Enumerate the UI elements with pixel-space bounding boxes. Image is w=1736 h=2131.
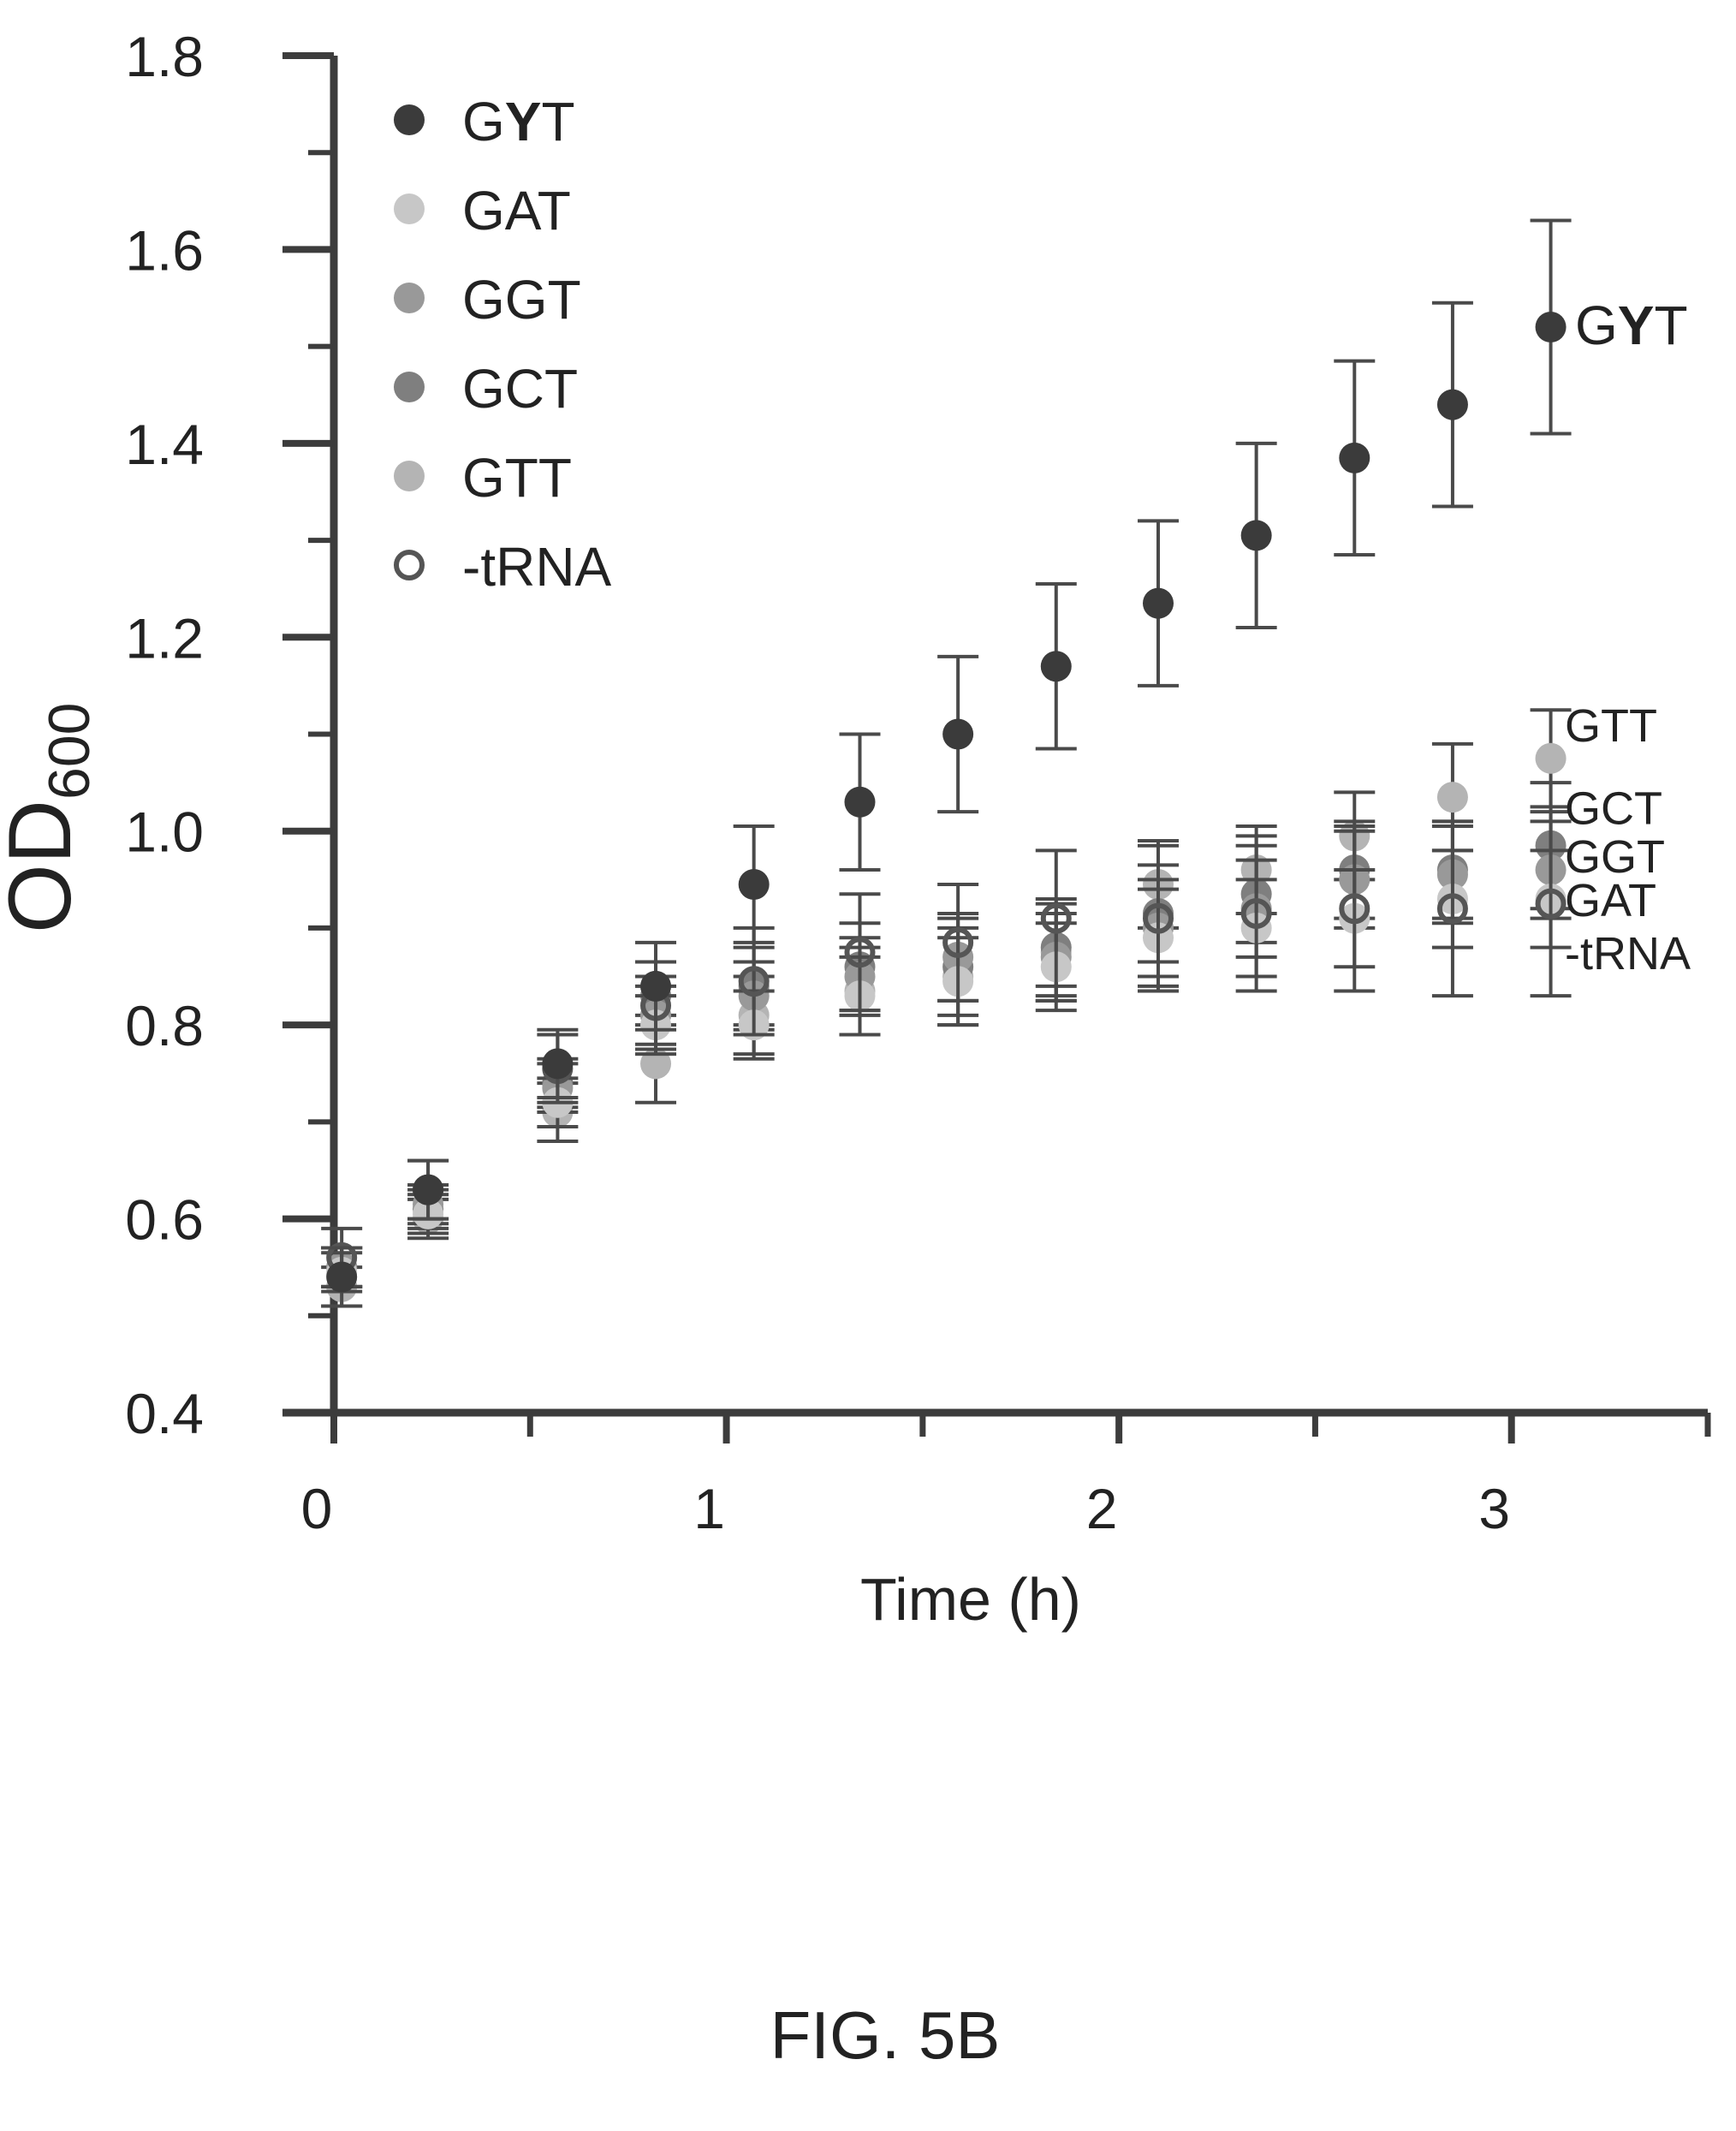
figure-caption: FIG. 5B [770, 1997, 1001, 2073]
end-label-ggt: GGT [1565, 831, 1665, 883]
legend-label: GAT [462, 180, 571, 241]
y-tick-label: 0.4 [125, 1382, 204, 1445]
x-axis: 0 1 2 3 [282, 1408, 1711, 1540]
y-axis-title-subscript: 600 [37, 703, 102, 800]
x-tick-label: 3 [1478, 1477, 1510, 1540]
legend-marker [394, 372, 425, 402]
end-label-gtt: GTT [1565, 700, 1657, 752]
data-point [1143, 902, 1174, 934]
end-label-gct-part: GCT [1565, 783, 1662, 834]
y-tick-label: 1.8 [125, 25, 204, 88]
end-label-trna-part: -tRNA [1565, 928, 1691, 979]
end-label-gyt: GYT [1575, 295, 1688, 356]
x-tick-label: 0 [301, 1477, 333, 1540]
legend-label-part: T [541, 91, 574, 152]
data-point [1339, 893, 1370, 925]
x-tick-label: 2 [1086, 1477, 1118, 1540]
end-label-gat: GAT [1565, 875, 1656, 926]
data-point [1040, 651, 1072, 682]
data-point [326, 1261, 358, 1293]
legend-label: GTT [462, 447, 572, 509]
data-point [640, 970, 672, 1002]
legend-label-bold-part: Y [505, 91, 542, 152]
data-point [1535, 888, 1567, 920]
data-point [942, 718, 974, 750]
data-point [1436, 782, 1468, 813]
legend-label-part: GTT [462, 447, 572, 509]
data-point [738, 868, 770, 900]
end-label-gyt-bold-part: Y [1618, 295, 1655, 356]
series-trna [321, 810, 1572, 1289]
x-tick-label: 1 [693, 1477, 725, 1540]
end-label-gyt-part: G [1575, 295, 1618, 356]
end-label-gtt-part: GTT [1565, 700, 1657, 752]
data-point [640, 1048, 672, 1080]
legend-marker [394, 104, 425, 135]
data-point [844, 786, 876, 818]
data-point [1040, 902, 1072, 934]
end-label-gyt-part: T [1654, 295, 1687, 356]
data-point [738, 966, 770, 997]
plot-marks [321, 218, 1572, 1308]
legend-label: GYT [462, 91, 575, 152]
legend-label-part: -tRNA [462, 536, 612, 598]
series-gtt [321, 708, 1572, 1308]
end-label-gct: GCT [1565, 783, 1662, 834]
end-label-gat-part: GAT [1565, 875, 1656, 926]
legend-label-part: GCT [462, 358, 578, 420]
y-tick-label: 1.6 [125, 218, 204, 282]
y-axis-title: OD600 [0, 703, 102, 933]
legend-label: GGT [462, 269, 581, 330]
legend-label: GCT [462, 358, 578, 420]
legend-marker [394, 461, 425, 491]
y-axis: 0.4 0.6 0.8 1.0 1.2 1.4 1.6 1.8 [125, 25, 338, 1445]
legend-label-part: GGT [462, 269, 581, 330]
data-point [413, 1174, 444, 1205]
legend-marker [394, 193, 425, 224]
legend-label: -tRNA [462, 536, 612, 598]
series-gyt [321, 218, 1572, 1308]
y-tick-label: 0.8 [125, 994, 204, 1057]
series-gct [321, 781, 1572, 1289]
y-tick-label: 0.6 [125, 1188, 204, 1252]
data-point [542, 1048, 574, 1080]
data-point [942, 926, 974, 958]
y-axis-title-main: OD [0, 800, 90, 933]
data-point [1535, 312, 1567, 342]
data-point [1240, 897, 1272, 929]
legend-marker [394, 550, 425, 580]
data-point [844, 937, 876, 968]
legend: GYT GAT GGT GCT GTT -tRNA [394, 91, 612, 598]
data-point [1436, 893, 1468, 925]
data-point [1436, 389, 1468, 420]
end-label-trna: -tRNA [1565, 928, 1691, 979]
legend-marker [394, 283, 425, 313]
data-point [1240, 520, 1272, 551]
y-tick-label: 1.2 [125, 606, 204, 670]
end-label-ggt-part: GGT [1565, 831, 1665, 883]
data-point [1143, 587, 1174, 619]
x-axis-title: Time (h) [860, 1566, 1081, 1633]
legend-label-part: GAT [462, 180, 571, 241]
legend-label-part: G [462, 91, 505, 152]
data-point [1535, 742, 1567, 774]
series-ggt [321, 819, 1572, 1289]
y-tick-label: 1.0 [125, 801, 204, 864]
y-tick-label: 1.4 [125, 413, 204, 476]
data-point [1339, 442, 1370, 473]
